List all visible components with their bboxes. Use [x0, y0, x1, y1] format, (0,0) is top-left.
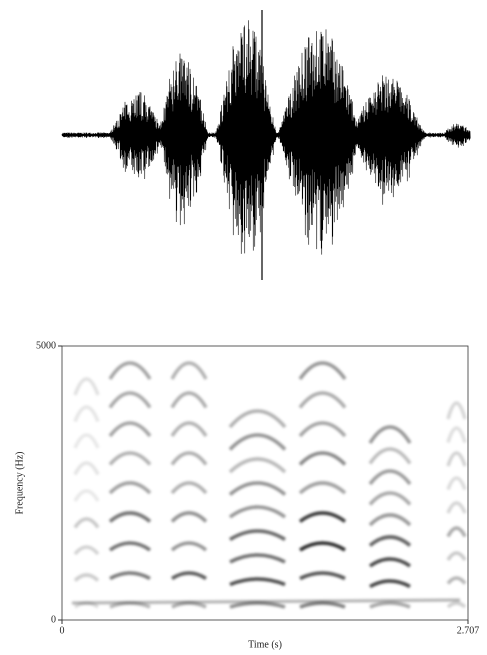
harmonic-band — [110, 543, 150, 550]
harmonic-band — [230, 459, 285, 472]
harmonic-band — [172, 543, 206, 550]
harmonic-band — [172, 423, 206, 436]
harmonic-band — [448, 403, 465, 419]
harmonic-band — [448, 578, 465, 584]
harmonic-band — [230, 555, 285, 562]
harmonic-band — [370, 427, 410, 443]
harmonic-band — [370, 581, 410, 587]
harmonic-band — [230, 531, 285, 540]
harmonic-band — [110, 573, 150, 579]
y-tick-label: 0 — [51, 614, 56, 625]
harmonic-band — [300, 543, 345, 550]
waveform-trace — [62, 20, 470, 254]
harmonic-band — [172, 393, 206, 408]
harmonic-band — [300, 573, 345, 579]
harmonic-band — [370, 493, 410, 505]
harmonic-band — [300, 603, 345, 607]
harmonic-band — [230, 579, 285, 585]
harmonic-band — [448, 503, 465, 513]
harmonic-band — [172, 573, 206, 579]
harmonic-band — [230, 411, 285, 427]
figure: Time (s) Frequency (Hz) 0 5000 0 2.707 — [0, 0, 487, 655]
harmonic-band — [230, 603, 285, 607]
harmonic-band — [448, 478, 465, 490]
harmonic-band — [300, 513, 345, 522]
harmonic-band — [370, 559, 410, 566]
harmonic-band — [300, 483, 345, 493]
harmonic-band — [110, 423, 150, 436]
harmonic-band — [172, 453, 206, 465]
low-band — [72, 600, 460, 603]
harmonic-band — [172, 363, 206, 379]
x-tick-label: 2.707 — [457, 625, 480, 636]
harmonic-band — [110, 483, 150, 493]
harmonic-band — [448, 528, 465, 537]
harmonic-band — [110, 393, 150, 408]
harmonic-band — [75, 463, 98, 475]
harmonic-band — [75, 407, 98, 422]
harmonic-band — [172, 483, 206, 493]
harmonic-band — [448, 453, 465, 466]
waveform — [62, 10, 470, 280]
harmonic-band — [370, 603, 410, 607]
harmonic-band — [370, 471, 410, 484]
harmonic-band — [230, 483, 285, 495]
harmonic-band — [230, 507, 285, 517]
harmonic-band — [75, 435, 98, 448]
harmonic-band — [300, 393, 345, 408]
y-axis-label: Frequency (Hz) — [14, 451, 25, 514]
harmonic-band — [448, 428, 465, 443]
harmonic-band — [75, 491, 98, 501]
harmonic-band — [370, 537, 410, 546]
y-tick-label: 5000 — [36, 340, 56, 351]
x-tick-label: 0 — [60, 625, 65, 636]
harmonic-band — [110, 363, 150, 379]
harmonic-band — [230, 435, 285, 450]
harmonic-band — [448, 603, 465, 607]
harmonic-band — [300, 363, 345, 379]
harmonic-band — [75, 575, 98, 581]
harmonic-band — [370, 515, 410, 525]
harmonic-band — [300, 453, 345, 465]
harmonic-band — [110, 453, 150, 465]
harmonic-band — [370, 449, 410, 464]
harmonic-band — [300, 423, 345, 436]
harmonic-band — [75, 379, 98, 395]
x-axis-label: Time (s) — [248, 639, 282, 650]
harmonic-band — [75, 547, 98, 554]
harmonic-band — [448, 553, 465, 560]
harmonic-band — [75, 519, 98, 528]
harmonic-band — [110, 513, 150, 522]
harmonic-band — [172, 513, 206, 522]
spectrogram-image — [72, 363, 465, 607]
